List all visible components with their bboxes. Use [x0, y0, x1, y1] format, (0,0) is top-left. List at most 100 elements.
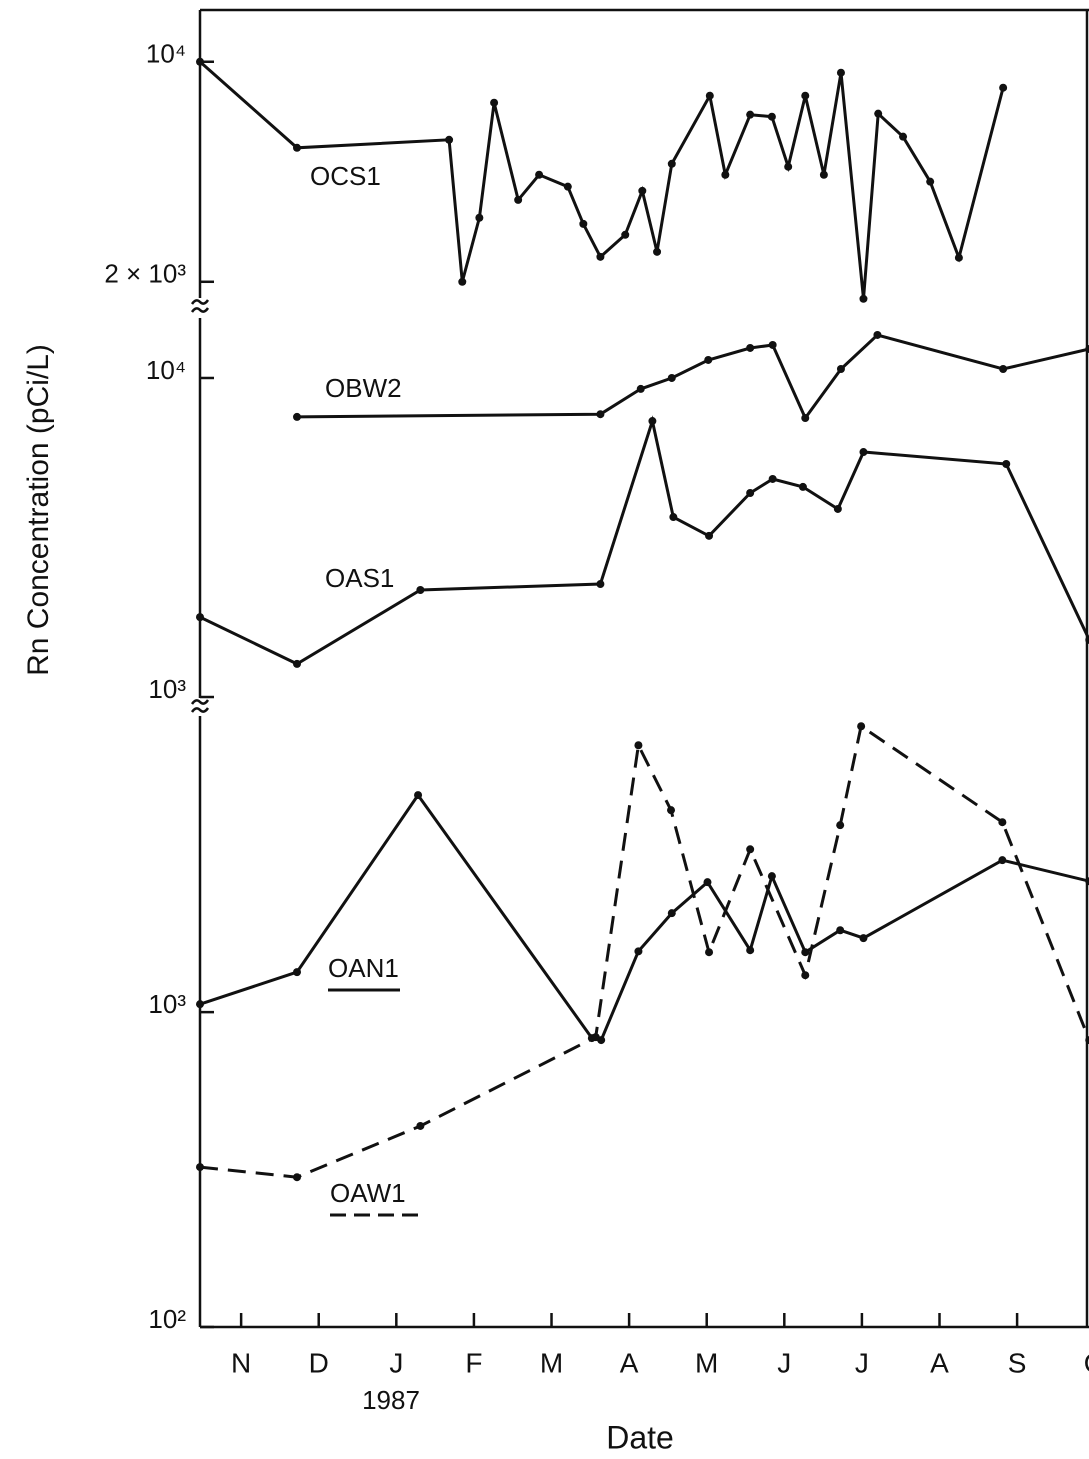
data-point	[768, 474, 777, 483]
data-point	[746, 343, 755, 352]
data-point	[621, 230, 630, 239]
data-point	[458, 277, 467, 286]
x-tick-label: O	[1084, 1347, 1089, 1378]
data-point	[416, 585, 425, 594]
axis-break	[190, 299, 210, 313]
y-axis-title: Rn Concentration (pCi/L)	[22, 344, 55, 676]
x-tick-label: S	[1008, 1347, 1027, 1378]
series-line	[199, 415, 1089, 666]
data-point	[857, 722, 866, 731]
data-point	[801, 91, 810, 100]
data-point	[648, 417, 657, 426]
data-point	[667, 806, 676, 815]
axis-break	[190, 699, 210, 713]
series-line	[296, 333, 1089, 421]
data-point	[899, 132, 908, 141]
data-point	[1085, 344, 1089, 353]
y-tick-label: 10⁴	[146, 39, 186, 69]
data-point	[475, 213, 484, 222]
data-point	[667, 159, 676, 168]
y-tick-label: 10⁴	[146, 355, 186, 385]
data-point	[292, 412, 301, 421]
data-point	[859, 934, 868, 943]
data-point	[705, 91, 714, 100]
x-tick-label: J	[777, 1347, 791, 1378]
data-point	[746, 110, 755, 119]
data-point	[703, 878, 712, 887]
data-point	[873, 330, 882, 339]
data-point	[704, 355, 713, 364]
x-tick-label: F	[465, 1347, 482, 1378]
data-point	[579, 219, 588, 228]
frame	[190, 8, 1089, 1329]
data-point	[836, 68, 845, 77]
data-point	[535, 170, 544, 179]
data-point	[999, 83, 1008, 92]
data-point	[836, 364, 845, 373]
y-tick-label: 10²	[148, 1304, 186, 1334]
data-point	[292, 968, 301, 977]
x-tick-label: A	[930, 1347, 949, 1378]
data-point	[638, 186, 647, 195]
data-point	[196, 613, 204, 622]
data-point	[416, 1121, 425, 1130]
x-tick-label: M	[540, 1347, 563, 1378]
data-point	[819, 170, 828, 179]
data-point	[292, 1173, 301, 1182]
data-point	[514, 195, 523, 204]
data-point	[721, 170, 730, 179]
data-point	[859, 294, 868, 303]
data-point	[801, 948, 810, 957]
series-label: OBW2	[325, 373, 402, 403]
data-point	[801, 414, 810, 423]
x-tick-label: J	[855, 1347, 869, 1378]
data-point	[874, 109, 883, 118]
y-tick-label: 2 × 10³	[104, 259, 186, 289]
data-point	[705, 948, 714, 957]
data-point	[669, 513, 678, 522]
data-point	[634, 741, 643, 750]
data-point	[196, 57, 204, 66]
data-point	[999, 364, 1008, 373]
data-point	[836, 821, 845, 830]
data-point	[292, 659, 301, 668]
data-point	[767, 872, 776, 881]
data-point	[667, 909, 676, 918]
data-point	[445, 135, 454, 144]
data-point	[196, 1000, 204, 1009]
data-point	[746, 488, 755, 497]
x-tick-label: A	[620, 1347, 639, 1378]
y-tick-label: 10³	[148, 989, 186, 1019]
data-point	[746, 946, 755, 955]
data-point	[998, 856, 1007, 865]
data-point	[859, 448, 868, 457]
data-point	[798, 482, 807, 491]
data-point	[768, 340, 777, 349]
data-point	[998, 818, 1007, 827]
data-point	[1002, 460, 1011, 469]
series-label: OAN1	[328, 953, 399, 983]
data-point	[667, 373, 676, 382]
data-point	[636, 384, 645, 393]
data-point	[653, 247, 662, 256]
data-point	[705, 531, 714, 540]
data-point	[767, 112, 776, 121]
data-point	[563, 182, 572, 191]
data-point	[1085, 877, 1089, 886]
data-point	[591, 1033, 600, 1042]
data-point	[784, 162, 793, 171]
year-annotation: 1987	[362, 1385, 420, 1415]
x-tick-label: N	[231, 1347, 251, 1378]
x-tick-label: J	[389, 1347, 403, 1378]
x-tick-label: M	[695, 1347, 718, 1378]
data-point	[954, 253, 963, 262]
data-point	[490, 98, 499, 107]
y-tick-label: 10³	[148, 674, 186, 704]
data-point	[196, 1163, 204, 1172]
data-point	[836, 926, 845, 935]
series-label: OAW1	[330, 1178, 406, 1208]
x-axis-title: Date	[606, 1419, 674, 1455]
